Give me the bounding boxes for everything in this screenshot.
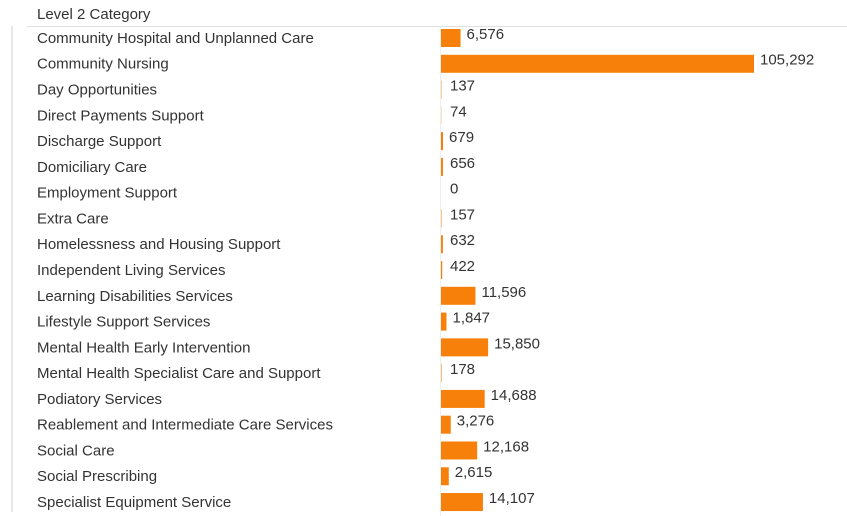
bar [441,364,442,383]
bar [441,441,478,460]
value-label: 656 [450,155,475,172]
value-label: 14,688 [491,387,537,404]
bar [441,415,451,434]
value-label: 6,576 [467,26,505,43]
category-label: Podiatory Services [37,391,162,408]
category-label: Mental Health Early Intervention [37,339,250,356]
bar [441,286,476,305]
column-header: Level 2 Category [37,6,151,23]
category-label: Learning Disabilities Services [37,288,233,305]
value-label: 3,276 [457,413,495,430]
bar [441,338,489,357]
bar [441,132,444,151]
category-label: Specialist Equipment Service [37,494,231,511]
category-label: Homelessness and Housing Support [37,236,281,253]
bar [441,493,483,512]
category-label: Lifestyle Support Services [37,314,210,331]
value-label: 12,168 [483,438,529,455]
value-label: 2,615 [455,464,493,481]
bar [441,261,443,280]
category-label: Employment Support [37,185,178,202]
value-label: 137 [450,78,475,95]
bar [441,157,443,176]
value-label: 74 [450,103,467,120]
value-label: 0 [450,181,458,198]
value-label: 178 [450,361,475,378]
value-label: 14,107 [489,490,535,507]
category-label: Social Care [37,442,115,459]
value-label: 15,850 [494,335,540,352]
bar [441,467,449,486]
value-label: 632 [450,232,475,249]
category-label: Community Hospital and Unplanned Care [37,30,314,47]
category-label: Discharge Support [37,133,162,150]
bar [441,312,447,331]
category-label: Domiciliary Care [37,159,147,176]
category-label: Mental Health Specialist Care and Suppor… [37,365,321,382]
bar [441,235,443,254]
category-label: Reablement and Intermediate Care Service… [37,417,333,434]
value-label: 1,847 [452,310,490,327]
category-label: Social Prescribing [37,468,157,485]
value-label: 105,292 [760,52,814,69]
category-label: Extra Care [37,210,109,227]
value-label: 11,596 [481,284,526,301]
category-label: Day Opportunities [37,82,157,99]
value-label: 157 [450,206,475,223]
category-label: Community Nursing [37,56,169,73]
bar [441,389,485,408]
value-label: 679 [449,129,474,146]
bar [441,54,754,73]
category-label: Direct Payments Support [37,107,205,124]
bar [441,29,461,47]
category-label: Independent Living Services [37,262,225,279]
value-label: 422 [450,258,475,275]
